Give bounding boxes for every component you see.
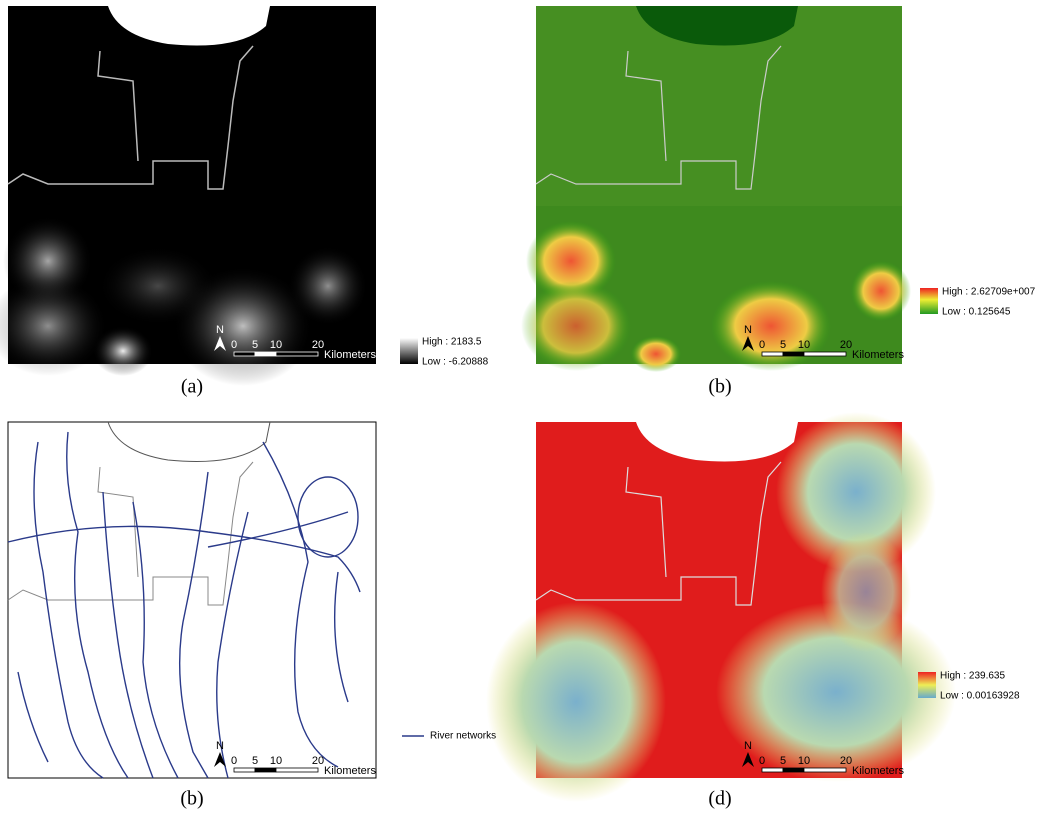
legend-low: Low : 0.00163928 [940, 691, 1020, 702]
scale-unit: Kilometers [852, 765, 904, 777]
scale-tick-label: 5 [252, 755, 258, 767]
scale-tick-label: 0 [231, 755, 237, 767]
scale-tick-label: 0 [759, 755, 765, 767]
scale-tick-label: 10 [270, 755, 282, 767]
map-b [521, 6, 911, 372]
legend-ramp [400, 338, 418, 364]
scale-tick-label: 10 [798, 339, 810, 351]
legend-low: Low : 0.125645 [942, 307, 1011, 318]
caption: (b) [180, 788, 203, 810]
legend-ramp [920, 288, 938, 314]
legend-high: High : 2183.5 [422, 337, 482, 348]
scale-tick-label: 0 [759, 339, 765, 351]
north-label: N [744, 324, 752, 336]
scale-tick-label: 10 [270, 339, 282, 351]
north-label: N [216, 740, 224, 752]
scale-segment [276, 352, 318, 356]
scale-segment [783, 352, 804, 356]
scale-segment [783, 768, 804, 772]
scale-segment [255, 352, 276, 356]
scale-unit: Kilometers [324, 349, 376, 361]
scale-tick-label: 5 [780, 339, 786, 351]
caption: (b) [708, 376, 731, 398]
legend-high: High : 239.635 [940, 671, 1005, 682]
scale-tick-label: 10 [798, 755, 810, 767]
scale-tick-label: 20 [312, 755, 324, 767]
scale-tick-label: 5 [780, 755, 786, 767]
scale-tick-label: 0 [231, 339, 237, 351]
map-c [8, 422, 376, 778]
caption: (d) [708, 788, 731, 810]
legend-ramp [918, 672, 936, 698]
scale-segment [804, 768, 846, 772]
north-label: N [744, 740, 752, 752]
map-d [486, 412, 956, 802]
scale-segment [804, 352, 846, 356]
legend-low: Low : -6.20888 [422, 357, 489, 368]
scale-segment [255, 768, 276, 772]
scale-segment [234, 352, 255, 356]
scale-segment [234, 768, 255, 772]
legend-label: River networks [430, 731, 496, 742]
scale-tick-label: 20 [840, 755, 852, 767]
scale-unit: Kilometers [324, 765, 376, 777]
scale-tick-label: 20 [312, 339, 324, 351]
north-label: N [216, 324, 224, 336]
map-a [0, 6, 376, 386]
scale-segment [762, 352, 783, 356]
caption: (a) [181, 376, 203, 398]
scale-segment [276, 768, 318, 772]
scale-tick-label: 5 [252, 339, 258, 351]
scale-unit: Kilometers [852, 349, 904, 361]
legend-high: High : 2.62709e+007 [942, 287, 1036, 298]
figure: (a)High : 2183.5Low : -6.20888N051020Kil… [0, 0, 1058, 812]
scale-tick-label: 20 [840, 339, 852, 351]
scale-segment [762, 768, 783, 772]
